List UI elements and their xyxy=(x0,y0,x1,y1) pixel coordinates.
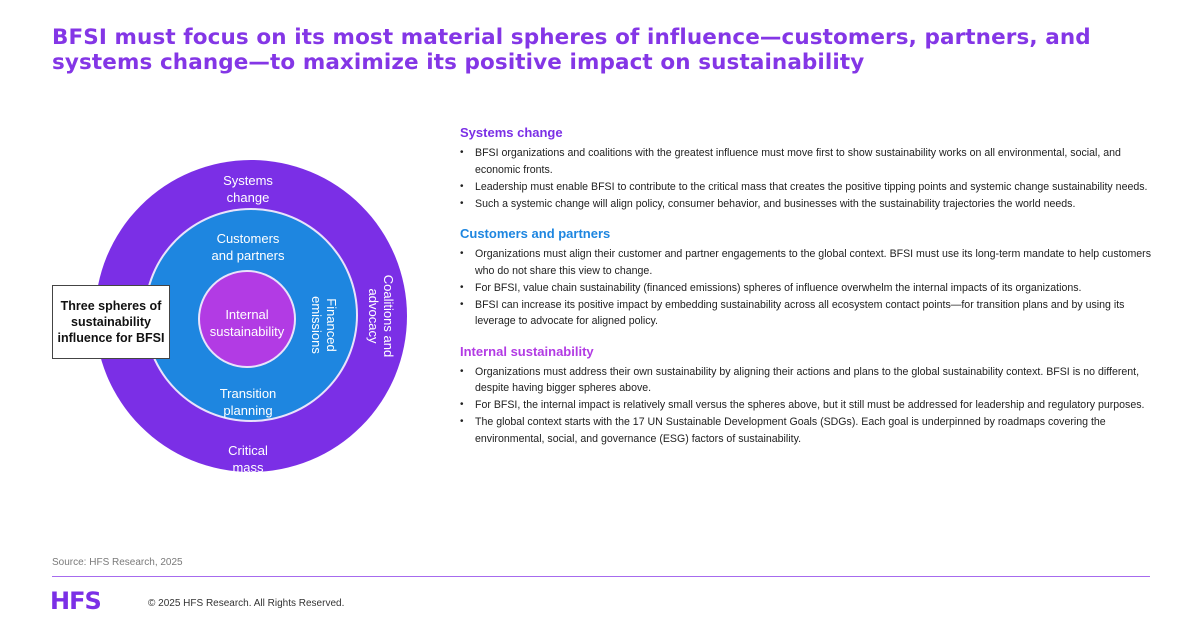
section-heading: Customers and partners xyxy=(460,226,611,241)
footer-divider xyxy=(52,576,1150,577)
label-critical-mass: Critical mass xyxy=(228,443,268,475)
list-item: Organizations must address their own sus… xyxy=(460,364,1152,397)
page-title: BFSI must focus on its most material sph… xyxy=(52,25,1091,75)
diagram-callout-box: Three spheres of sustainability influenc… xyxy=(52,285,170,359)
label-transition-planning: Transition planning xyxy=(219,386,277,418)
list-item: The global context starts with the 17 UN… xyxy=(460,414,1152,447)
section-heading: Systems change xyxy=(460,125,563,140)
section-systems-change: Systems change BFSI organizations and co… xyxy=(460,124,1152,212)
inner-sphere-internal-sustainability xyxy=(200,272,294,366)
bullet-list: BFSI organizations and coalitions with t… xyxy=(460,145,1152,212)
label-customers-partners: Customers and partners xyxy=(211,231,285,263)
section-internal-sustainability: Internal sustainability Organizations mu… xyxy=(460,343,1152,448)
list-item: Organizations must align their customer … xyxy=(460,246,1152,279)
bullet-list: Organizations must address their own sus… xyxy=(460,364,1152,448)
bullet-list: Organizations must align their customer … xyxy=(460,246,1152,330)
hfs-logo: HFS xyxy=(50,587,102,615)
callout-text: Three spheres of sustainability influenc… xyxy=(57,299,165,345)
list-item: Leadership must enable BFSI to contribut… xyxy=(460,179,1152,196)
label-financed-emissions: Financed emissions xyxy=(309,296,339,354)
section-heading: Internal sustainability xyxy=(460,343,594,359)
list-item: Such a systemic change will align policy… xyxy=(460,196,1152,213)
list-item: For BFSI, value chain sustainability (fi… xyxy=(460,280,1152,297)
content-panel: Systems change BFSI organizations and co… xyxy=(460,124,1152,460)
list-item: BFSI can increase its positive impact by… xyxy=(460,297,1152,330)
list-item: For BFSI, the internal impact is relativ… xyxy=(460,397,1152,414)
section-customers-partners: Customers and partners Organizations mus… xyxy=(460,225,1152,330)
label-systems-change: Systems change xyxy=(223,173,273,205)
label-coalitions-advocacy: Coalitions and advocacy xyxy=(366,274,396,358)
label-internal-sustainability: Internal sustainability xyxy=(209,307,285,339)
spheres-diagram: Systems change Critical mass Coalitions … xyxy=(0,0,440,560)
list-item: BFSI organizations and coalitions with t… xyxy=(460,145,1152,178)
copyright-text: © 2025 HFS Research. All Rights Reserved… xyxy=(148,598,345,609)
source-note: Source: HFS Research, 2025 xyxy=(52,557,183,568)
